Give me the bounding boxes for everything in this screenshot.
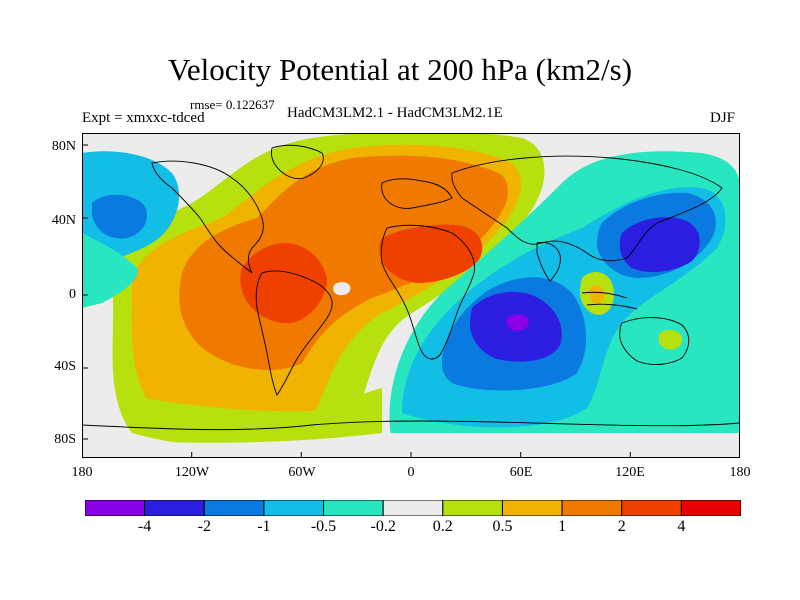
models-label: HadCM3LM2.1 - HadCM3LM2.1E bbox=[287, 105, 503, 121]
rmse-label: rmse= 0.122637 bbox=[190, 97, 275, 112]
coast-north-america bbox=[151, 160, 264, 274]
colorbar-box-7 bbox=[501, 500, 563, 516]
colorbar-box-10 bbox=[680, 500, 741, 516]
coast-south-america bbox=[255, 270, 333, 396]
contour-fills bbox=[82, 133, 740, 458]
contour-neg-east-2-pac bbox=[619, 217, 700, 273]
contour-zero-south bbox=[82, 433, 740, 458]
coast-india bbox=[536, 242, 561, 282]
coast-greenland bbox=[270, 144, 324, 180]
lat-label-80n: 80N bbox=[51, 139, 76, 154]
season-label: DJF bbox=[710, 110, 736, 126]
colorbar-label-5: 0.2 bbox=[432, 518, 453, 535]
contour-neg-east-4 bbox=[506, 314, 529, 331]
contour-1 bbox=[179, 155, 508, 371]
contour-2-east bbox=[379, 224, 483, 283]
axis-ticks bbox=[82, 144, 740, 458]
lon-label-120w: 120W bbox=[174, 465, 210, 480]
coast-antarctica bbox=[82, 420, 740, 431]
colorbar-box-9 bbox=[621, 500, 682, 516]
colorbar-box-2 bbox=[203, 500, 265, 516]
map-title: Velocity Potential at 200 hPa (km2/s) bbox=[167, 52, 633, 87]
contour-pos-blob-3 bbox=[658, 330, 683, 350]
colorbar-box-1 bbox=[144, 500, 205, 516]
contour-neg-west-inner bbox=[92, 194, 147, 239]
lat-label-40s: 40S bbox=[54, 359, 76, 374]
colorbar-box-6 bbox=[442, 500, 503, 516]
lat-label-eq: 0 bbox=[69, 287, 76, 302]
colorbar-box-8 bbox=[561, 500, 623, 516]
contour-2-west bbox=[240, 243, 327, 324]
coast-australia bbox=[619, 317, 690, 365]
coast-asia bbox=[451, 155, 723, 262]
velocity-potential-map bbox=[82, 133, 740, 458]
colorbar-label-0: -4 bbox=[137, 518, 152, 535]
colorbar bbox=[85, 500, 741, 516]
colorbar-label-3: -0.5 bbox=[310, 518, 337, 535]
lon-label-120e: 120E bbox=[615, 465, 645, 480]
colorbar-label-4: -0.2 bbox=[370, 518, 396, 535]
colorbar-box-3 bbox=[263, 500, 325, 516]
contour-0.2-south bbox=[122, 388, 382, 441]
coastlines bbox=[82, 144, 740, 431]
contour-zero-blob bbox=[333, 282, 351, 296]
lon-label-180w: 180 bbox=[71, 465, 93, 480]
lon-label-0: 0 bbox=[407, 465, 415, 480]
colorbar-box-0 bbox=[85, 500, 146, 516]
colorbar-box-5 bbox=[382, 500, 444, 516]
coast-africa bbox=[380, 224, 475, 360]
colorbar-label-1: -2 bbox=[197, 518, 211, 535]
coast-indonesia bbox=[581, 291, 638, 310]
lon-label-60e: 60E bbox=[509, 465, 533, 480]
colorbar-label-7: 1 bbox=[558, 518, 567, 535]
lat-label-80s: 80S bbox=[54, 432, 76, 447]
lat-label-40n: 40N bbox=[51, 213, 76, 228]
colorbar-label-6: 0.5 bbox=[492, 518, 513, 535]
lon-label-60w: 60W bbox=[288, 465, 316, 480]
lon-label-180e: 180 bbox=[729, 465, 751, 480]
colorbar-label-2: -1 bbox=[257, 518, 271, 535]
contour-neg-west-band bbox=[82, 233, 138, 308]
experiment-label: Expt = xmxxc-tdced bbox=[82, 110, 205, 126]
colorbar-label-9: 4 bbox=[677, 518, 686, 535]
colorbar-label-8: 2 bbox=[617, 518, 626, 535]
colorbar-box-4 bbox=[323, 500, 384, 516]
contour-pos-blob-2 bbox=[589, 285, 605, 304]
coast-europe bbox=[381, 178, 453, 209]
